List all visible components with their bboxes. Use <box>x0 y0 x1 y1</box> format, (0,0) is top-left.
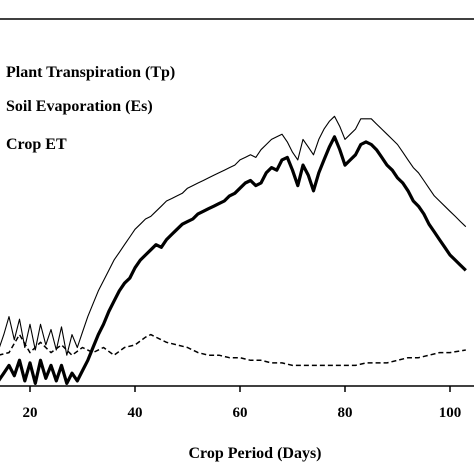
legend-item-evaporation: Soil Evaporation (Es) <box>6 98 153 115</box>
x-tick-label: 80 <box>338 405 353 421</box>
x-axis-label: Crop Period (Days) <box>188 445 321 462</box>
legend-item-transpiration: Plant Transpiration (Tp) <box>6 64 175 81</box>
legend-item-crop-et: Crop ET <box>6 136 67 153</box>
x-tick-label: 100 <box>439 405 462 421</box>
series-line-plant-transpiration-tp <box>0 135 467 385</box>
legend: Plant Transpiration (Tp) Soil Evaporatio… <box>6 64 175 153</box>
series-line-crop-et <box>0 115 467 356</box>
x-tick-label: 40 <box>128 405 143 421</box>
x-ticks: 20 40 60 80 100 <box>23 386 462 421</box>
x-tick-label: 60 <box>233 405 248 421</box>
series-layer <box>0 115 467 385</box>
plot-frame <box>0 18 474 387</box>
series-line-soil-evaporation-es <box>0 333 466 367</box>
x-tick-label: 20 <box>23 405 38 421</box>
